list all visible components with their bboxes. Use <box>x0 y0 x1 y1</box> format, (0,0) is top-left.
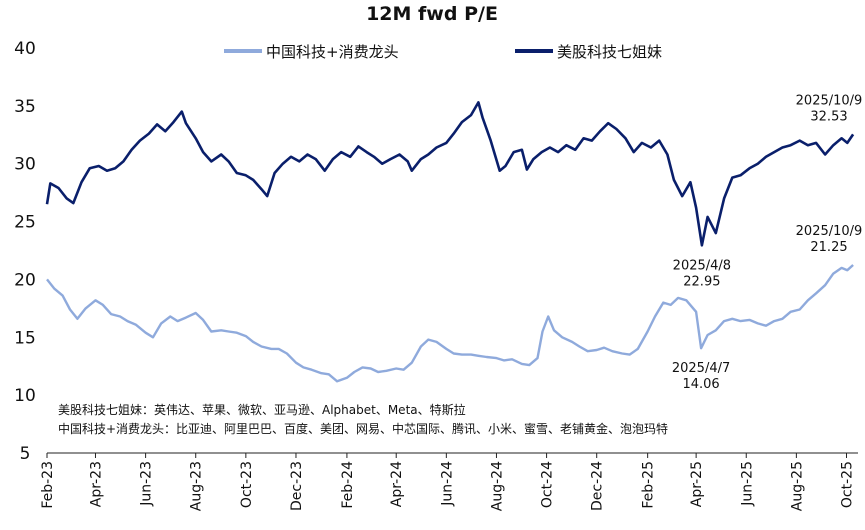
constituents-note: 美股科技七姐妹：英伟达、苹果、微软、亚马逊、Alphabet、Meta、特斯拉 … <box>58 402 668 436</box>
annotation-date: 2025/4/7 <box>672 361 730 376</box>
x-tick-label: Aug-23 <box>189 461 205 511</box>
series-line-us-mag7 <box>45 101 855 247</box>
x-tick-label: Jun-23 <box>139 461 155 507</box>
y-tick-label: 35 <box>14 97 36 117</box>
chart-title: 12M fwd P/E <box>366 3 498 25</box>
legend: 中国科技+消费龙头 美股科技七姐妹 <box>224 43 662 61</box>
y-axis: 5 10 15 20 25 30 35 40 <box>14 39 36 464</box>
annotation-value: 14.06 <box>682 377 719 392</box>
annotation-value: 21.25 <box>810 240 847 255</box>
annotation-value: 22.95 <box>683 274 720 289</box>
legend-label-us: 美股科技七姐妹 <box>557 43 662 61</box>
x-tick-label: Oct-24 <box>540 461 556 508</box>
x-tick-label: Aug-24 <box>489 461 505 511</box>
y-tick-label: 30 <box>14 155 36 175</box>
series-layer <box>45 101 855 383</box>
x-tick-label: Dec-23 <box>289 461 305 511</box>
x-tick-label: Jun-24 <box>439 461 455 507</box>
note-us-constituents: 美股科技七姐妹：英伟达、苹果、微软、亚马逊、Alphabet、Meta、特斯拉 <box>58 402 466 417</box>
x-tick-label: Feb-23 <box>40 461 56 509</box>
x-tick-label: Apr-23 <box>88 461 104 507</box>
x-tick-label: Apr-25 <box>689 461 705 507</box>
y-tick-label: 40 <box>14 39 36 59</box>
y-tick-label: 5 <box>20 444 31 464</box>
x-tick-label: Feb-24 <box>340 461 356 509</box>
legend-label-china: 中国科技+消费龙头 <box>266 43 399 61</box>
y-tick-label: 25 <box>14 213 36 233</box>
series-line-china-tech-consumer <box>46 264 854 383</box>
y-tick-label: 20 <box>14 270 36 290</box>
annotations: 2025/10/932.532025/4/822.952025/10/921.2… <box>672 93 862 392</box>
x-axis: Feb-23 Apr-23 Jun-23 Aug-23 Oct-23 Dec-23 Feb-… <box>40 452 858 511</box>
note-china-constituents: 中国科技+消费龙头：比亚迪、阿里巴巴、百度、美团、网易、中芯国际、腾讯、小米、蜜… <box>58 421 668 436</box>
annotation-date: 2025/4/8 <box>673 258 731 273</box>
x-tick-label: Feb-25 <box>641 461 657 509</box>
x-tick-label: Oct-25 <box>839 461 855 508</box>
annotation-date: 2025/10/9 <box>796 93 863 108</box>
x-tick-label: Dec-24 <box>590 461 606 511</box>
x-tick-label: Apr-24 <box>389 461 405 507</box>
x-tick-label: Jun-25 <box>739 461 755 507</box>
annotation-value: 32.53 <box>810 109 847 124</box>
annotation-date: 2025/10/9 <box>796 224 863 239</box>
y-tick-label: 15 <box>14 328 36 348</box>
x-tick-label: Oct-23 <box>239 461 255 508</box>
y-tick-label: 10 <box>14 386 36 406</box>
x-tick-label: Aug-25 <box>789 461 805 511</box>
